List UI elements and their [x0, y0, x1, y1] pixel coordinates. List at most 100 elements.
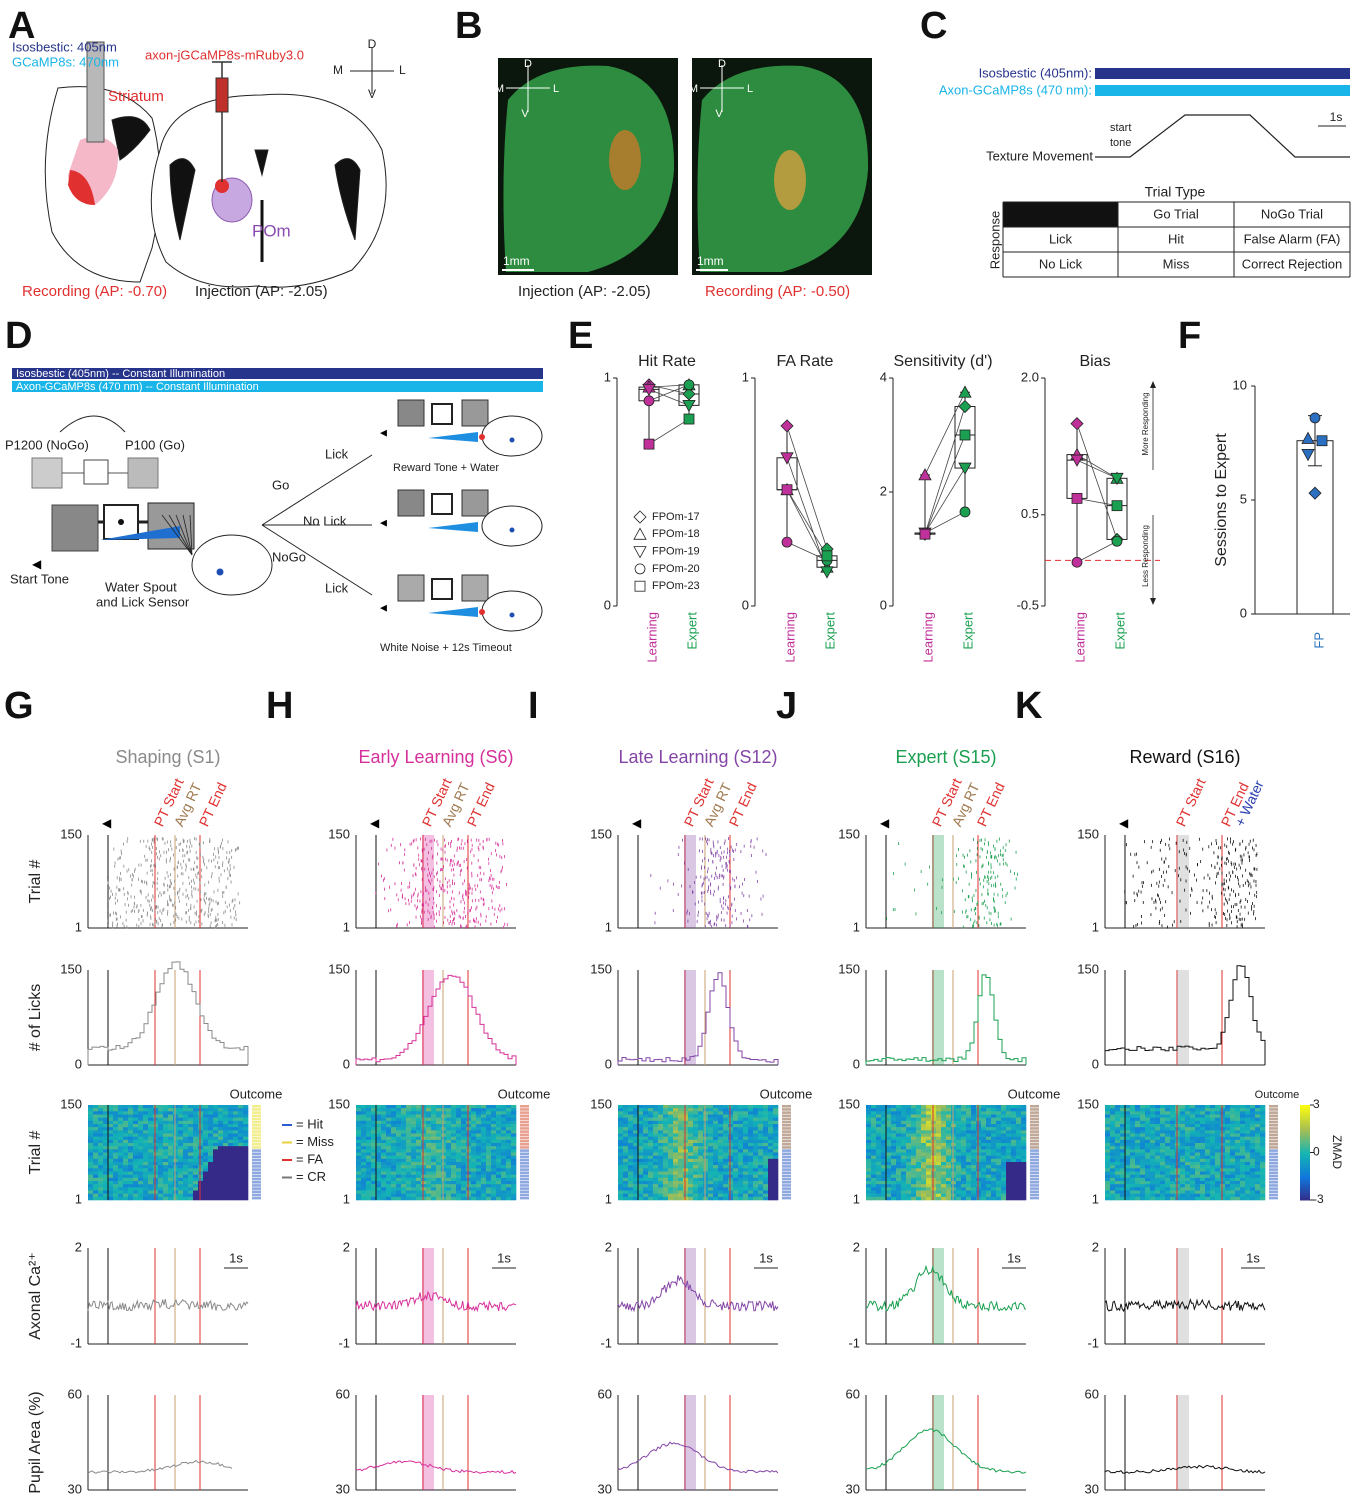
heat-cell: [381, 1177, 387, 1182]
shape: [59, 415, 126, 433]
heat-cell: [431, 1108, 437, 1112]
heat-cell: [638, 1177, 644, 1182]
heat-cell: [406, 1133, 412, 1137]
heat-cell: [623, 1177, 629, 1182]
heat-cell: [496, 1152, 502, 1156]
heat-cell: [243, 1177, 249, 1182]
heat-cell: [173, 1124, 179, 1128]
heat-cell: [133, 1108, 139, 1112]
spout: [100, 526, 180, 540]
heat-cell: [113, 1143, 119, 1147]
expert-point: [1111, 500, 1123, 512]
heat-cell: [103, 1124, 109, 1128]
heat-cell: [633, 1114, 639, 1118]
line: [786, 489, 828, 568]
heat-cell: [386, 1124, 392, 1128]
heat-cell: [426, 1190, 432, 1194]
heat-cell: [143, 1190, 149, 1194]
heat-cell: [233, 1152, 239, 1156]
heat-cell: [653, 1168, 659, 1172]
heat-cell: [228, 1177, 234, 1182]
heat-cell: [643, 1130, 649, 1134]
heat-cell: [653, 1158, 659, 1163]
heat-cell: [466, 1117, 472, 1122]
heat-cell: [356, 1117, 362, 1122]
heat-cell: [738, 1158, 744, 1163]
expert-point: [1111, 535, 1123, 547]
heat-cell: [768, 1177, 774, 1182]
heat-cell: [198, 1190, 204, 1194]
heat-cell: [153, 1181, 159, 1185]
heat-cell: [648, 1193, 654, 1198]
heat-cell: [431, 1149, 437, 1153]
heat-cell: [411, 1184, 417, 1188]
heat-cell: [618, 1143, 624, 1147]
heat-cell: [361, 1158, 367, 1163]
expert-point: [959, 429, 971, 441]
heat-cell: [618, 1130, 624, 1134]
heat-cell: [178, 1162, 184, 1166]
heat-cell: [396, 1196, 402, 1201]
heat-cell: [163, 1130, 169, 1134]
heat-cell: [683, 1149, 689, 1153]
heat-cell: [693, 1149, 699, 1153]
line: [924, 406, 966, 535]
heat-cell: [891, 1117, 897, 1122]
trace: [87, 1298, 249, 1312]
heat-cell: [446, 1139, 452, 1144]
heat-cell: [401, 1139, 407, 1144]
label: Axon-GCaMP8s (470 nm) -- Constant Illumi…: [16, 381, 259, 393]
heat-cell: [653, 1152, 659, 1156]
heat-cell: [98, 1105, 104, 1109]
heat-cell: [986, 1127, 992, 1131]
heat-cell: [158, 1171, 164, 1175]
heat-cell: [906, 1127, 912, 1131]
heat-cell: [238, 1111, 244, 1115]
heat-cell: [411, 1174, 417, 1179]
heat-cell: [441, 1136, 447, 1141]
heat-cell: [168, 1139, 174, 1144]
heat-cell: [688, 1168, 694, 1172]
heat-cell: [193, 1162, 199, 1166]
heat-cell: [183, 1139, 189, 1144]
label: M: [495, 83, 504, 95]
heat-cell: [718, 1193, 724, 1198]
heat-cell: [618, 1136, 624, 1141]
heat-cell: [238, 1133, 244, 1137]
label: Lick: [325, 580, 349, 595]
heat-cell: [371, 1165, 377, 1169]
heat-cell: [643, 1184, 649, 1188]
heat-cell: [768, 1193, 774, 1198]
shape: [782, 1184, 791, 1187]
heat-cell: [753, 1105, 759, 1109]
heat-cell: [926, 1114, 932, 1118]
heat-cell: [743, 1168, 749, 1172]
heat-cell: [628, 1190, 634, 1194]
heat-cell: [698, 1120, 704, 1125]
heat-cell: [98, 1171, 104, 1175]
heat-cell: [758, 1196, 764, 1201]
heat-cell: [638, 1108, 644, 1112]
heat-cell: [416, 1174, 422, 1179]
heat-cell: [668, 1165, 674, 1169]
heat-cell: [501, 1143, 507, 1147]
heat-cell: [941, 1114, 947, 1118]
heat-cell: [401, 1124, 407, 1128]
heat-cell: [426, 1193, 432, 1198]
heat-cell: [243, 1184, 249, 1188]
heat-cell: [738, 1193, 744, 1198]
heat-cell: [481, 1187, 487, 1191]
heat-cell: [238, 1120, 244, 1125]
heat-cell: [218, 1143, 224, 1147]
heat-cell: [198, 1149, 204, 1153]
heat-cell: [628, 1143, 634, 1147]
heat-cell: [128, 1181, 134, 1185]
shape: [520, 1190, 529, 1194]
heat-cell: [193, 1127, 199, 1131]
heat-cell: [163, 1196, 169, 1201]
heat-cell: [168, 1149, 174, 1153]
heat-cell: [228, 1196, 234, 1201]
heat-cell: [748, 1149, 754, 1153]
heat-cell: [733, 1108, 739, 1112]
heat-cell: [178, 1181, 184, 1185]
